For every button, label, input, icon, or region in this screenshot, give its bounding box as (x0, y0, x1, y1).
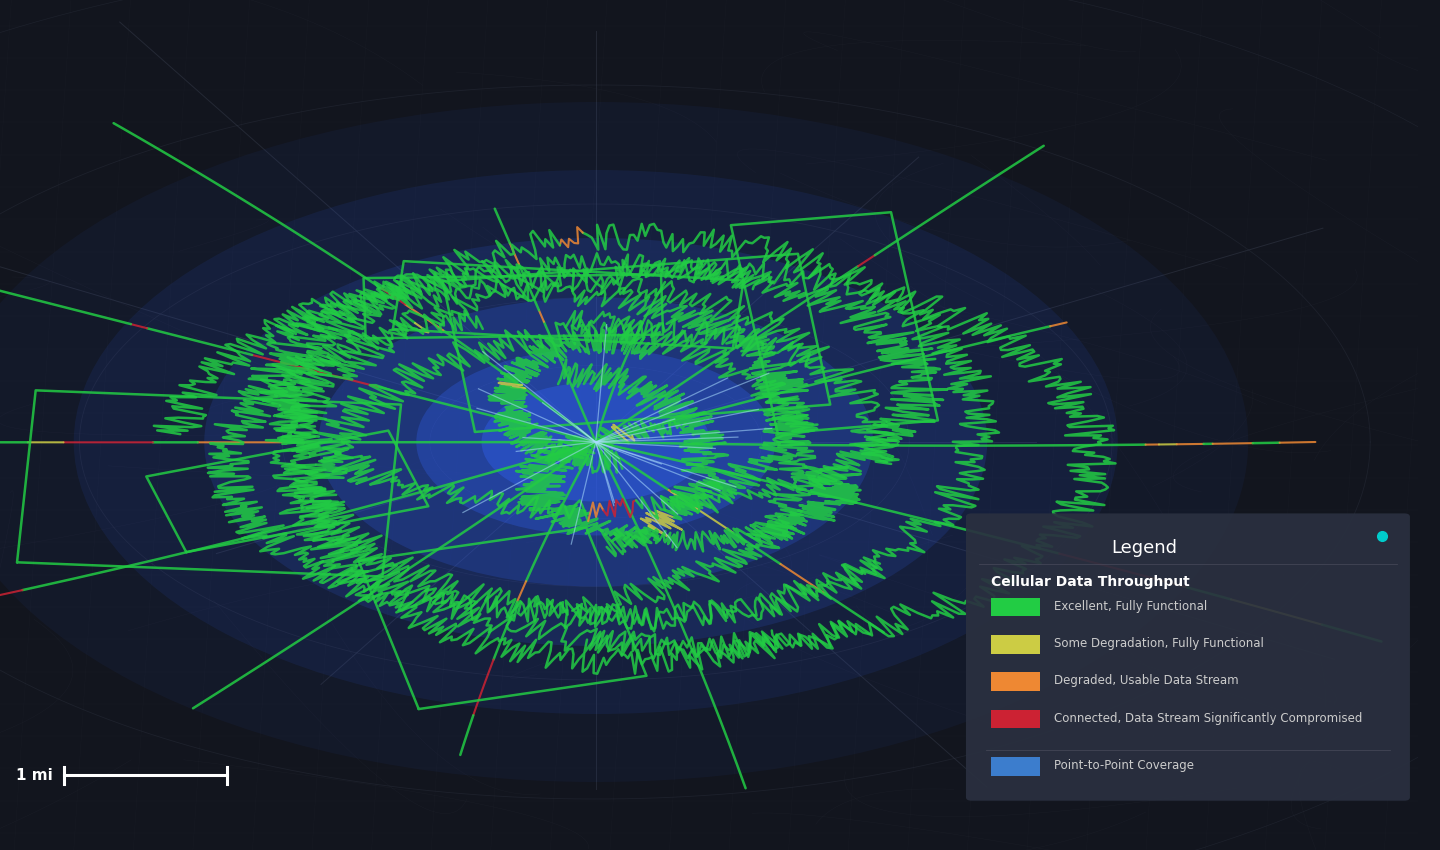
Ellipse shape (204, 238, 988, 646)
Text: Excellent, Fully Functional: Excellent, Fully Functional (1054, 599, 1207, 613)
FancyBboxPatch shape (992, 635, 1040, 654)
FancyBboxPatch shape (992, 710, 1040, 728)
Ellipse shape (73, 170, 1117, 714)
Text: Legend: Legend (1112, 539, 1178, 557)
Text: Point-to-Point Coverage: Point-to-Point Coverage (1054, 759, 1194, 773)
FancyBboxPatch shape (992, 598, 1040, 616)
Text: Connected, Data Stream Significantly Compromised: Connected, Data Stream Significantly Com… (1054, 711, 1362, 725)
Ellipse shape (481, 382, 710, 501)
Ellipse shape (318, 298, 873, 586)
Text: Some Degradation, Fully Functional: Some Degradation, Fully Functional (1054, 637, 1264, 650)
Text: 1 mi: 1 mi (16, 768, 52, 783)
Text: Cellular Data Throughput: Cellular Data Throughput (992, 575, 1191, 588)
FancyBboxPatch shape (966, 513, 1410, 801)
Ellipse shape (416, 348, 775, 536)
Text: Degraded, Usable Data Stream: Degraded, Usable Data Stream (1054, 674, 1238, 688)
FancyBboxPatch shape (992, 672, 1040, 691)
Ellipse shape (0, 102, 1248, 782)
FancyBboxPatch shape (992, 757, 1040, 776)
